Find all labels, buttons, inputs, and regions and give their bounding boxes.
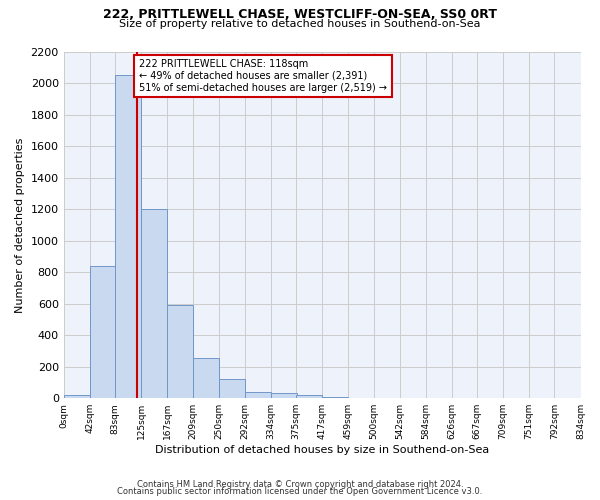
Bar <box>89 266 116 398</box>
Y-axis label: Number of detached properties: Number of detached properties <box>15 137 25 312</box>
X-axis label: Distribution of detached houses by size in Southend-on-Sea: Distribution of detached houses by size … <box>155 445 489 455</box>
Bar <box>193 358 219 398</box>
Bar <box>322 396 348 398</box>
Bar <box>218 380 245 398</box>
Bar <box>271 392 296 398</box>
Text: 222 PRITTLEWELL CHASE: 118sqm
← 49% of detached houses are smaller (2,391)
51% o: 222 PRITTLEWELL CHASE: 118sqm ← 49% of d… <box>139 60 386 92</box>
Text: Contains HM Land Registry data © Crown copyright and database right 2024.: Contains HM Land Registry data © Crown c… <box>137 480 463 489</box>
Bar <box>115 75 141 398</box>
Bar <box>141 209 167 398</box>
Text: 222, PRITTLEWELL CHASE, WESTCLIFF-ON-SEA, SS0 0RT: 222, PRITTLEWELL CHASE, WESTCLIFF-ON-SEA… <box>103 8 497 20</box>
Bar <box>64 395 89 398</box>
Bar <box>296 394 322 398</box>
Text: Size of property relative to detached houses in Southend-on-Sea: Size of property relative to detached ho… <box>119 19 481 29</box>
Bar <box>245 392 271 398</box>
Text: Contains public sector information licensed under the Open Government Licence v3: Contains public sector information licen… <box>118 487 482 496</box>
Bar <box>167 305 193 398</box>
